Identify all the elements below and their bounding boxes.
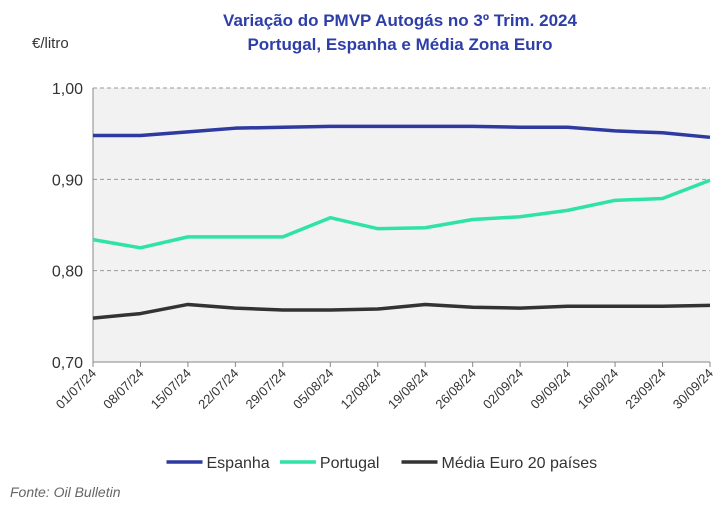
x-tick-label: 02/09/24 xyxy=(480,366,526,412)
y-tick-label: 0,80 xyxy=(52,264,83,281)
plot-area xyxy=(93,88,710,362)
legend-label: Espanha xyxy=(207,455,270,472)
y-axis-label: €/litro xyxy=(32,35,69,52)
x-tick-label: 15/07/24 xyxy=(148,366,194,412)
x-tick-label: 26/08/24 xyxy=(432,366,478,412)
chart-title: Variação do PMVP Autogás no 3º Trim. 202… xyxy=(223,11,577,30)
x-tick-label: 12/08/24 xyxy=(337,366,383,412)
x-tick-label: 01/07/24 xyxy=(53,366,99,412)
legend-label: Média Euro 20 países xyxy=(442,455,598,472)
y-tick-label: 0,90 xyxy=(52,172,83,189)
x-tick-label: 30/09/24 xyxy=(670,366,716,412)
x-tick-label: 05/08/24 xyxy=(290,366,336,412)
series-line xyxy=(92,302,711,320)
x-tick-label: 23/09/24 xyxy=(622,366,668,412)
series-line xyxy=(92,178,711,250)
x-tick-label: 22/07/24 xyxy=(195,366,241,412)
x-tick-label: 19/08/24 xyxy=(385,366,431,412)
series-line xyxy=(93,124,711,140)
source-note: Fonte: Oil Bulletin xyxy=(10,484,121,500)
x-tick-label: 08/07/24 xyxy=(100,366,146,412)
y-tick-label: 0,70 xyxy=(52,355,83,372)
x-tick-label: 29/07/24 xyxy=(243,366,289,412)
legend-label: Portugal xyxy=(320,455,380,472)
x-tick-label: 09/09/24 xyxy=(527,366,573,412)
chart-subtitle: Portugal, Espanha e Média Zona Euro xyxy=(247,35,552,54)
y-tick-label: 1,00 xyxy=(52,81,83,98)
x-tick-label: 16/09/24 xyxy=(575,366,621,412)
